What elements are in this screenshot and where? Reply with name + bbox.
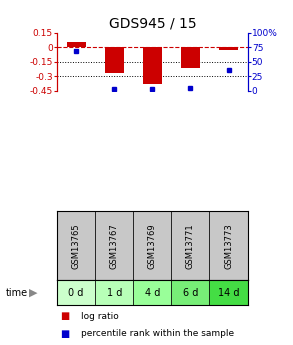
- Text: ■: ■: [60, 329, 69, 339]
- Text: ▶: ▶: [29, 288, 38, 298]
- Bar: [95, 280, 133, 305]
- Bar: [171, 280, 209, 305]
- Bar: [57, 211, 95, 280]
- Bar: [67, 42, 86, 47]
- Text: 4 d: 4 d: [145, 288, 160, 298]
- Bar: [181, 47, 200, 68]
- Text: GSM13773: GSM13773: [224, 223, 233, 269]
- Text: 6 d: 6 d: [183, 288, 198, 298]
- Bar: [219, 47, 238, 50]
- Text: ■: ■: [60, 312, 69, 322]
- Text: 0 d: 0 d: [69, 288, 84, 298]
- Bar: [209, 280, 248, 305]
- Text: GSM13771: GSM13771: [186, 223, 195, 269]
- Text: 1 d: 1 d: [107, 288, 122, 298]
- Text: time: time: [6, 288, 28, 298]
- Text: GSM13769: GSM13769: [148, 223, 157, 269]
- Title: GDS945 / 15: GDS945 / 15: [108, 16, 196, 30]
- Bar: [133, 211, 171, 280]
- Text: GSM13765: GSM13765: [72, 223, 81, 269]
- Bar: [105, 47, 124, 73]
- Bar: [133, 280, 171, 305]
- Text: log ratio: log ratio: [81, 312, 118, 321]
- Bar: [143, 47, 162, 84]
- Text: 14 d: 14 d: [218, 288, 239, 298]
- Text: GSM13767: GSM13767: [110, 223, 119, 269]
- Text: percentile rank within the sample: percentile rank within the sample: [81, 329, 234, 338]
- Bar: [95, 211, 133, 280]
- Bar: [171, 211, 209, 280]
- Bar: [209, 211, 248, 280]
- Bar: [57, 280, 95, 305]
